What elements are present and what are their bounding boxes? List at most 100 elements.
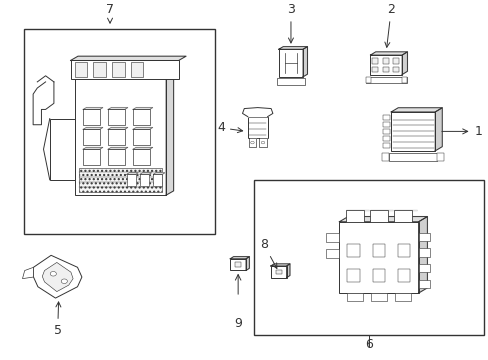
Polygon shape	[22, 267, 33, 279]
Bar	[393, 210, 411, 222]
Polygon shape	[278, 47, 307, 49]
Polygon shape	[166, 68, 173, 195]
Circle shape	[261, 141, 264, 144]
Text: 5: 5	[54, 302, 61, 337]
Bar	[70, 60, 178, 79]
Polygon shape	[140, 173, 151, 174]
Bar	[153, 174, 162, 186]
Bar	[369, 210, 387, 222]
Bar	[346, 210, 363, 222]
Polygon shape	[303, 47, 307, 77]
Bar	[133, 149, 149, 165]
Bar	[383, 136, 389, 141]
Bar	[383, 129, 389, 134]
Bar	[383, 143, 389, 148]
Bar	[275, 270, 281, 274]
Bar	[83, 109, 100, 125]
Bar	[418, 233, 428, 240]
Bar	[366, 77, 370, 83]
Polygon shape	[259, 138, 266, 148]
Bar	[83, 129, 100, 145]
Bar	[394, 293, 410, 301]
Bar	[140, 174, 149, 186]
Bar	[418, 264, 428, 272]
Bar	[382, 58, 388, 63]
Bar	[108, 109, 124, 125]
Polygon shape	[401, 52, 407, 75]
Text: 2: 2	[384, 3, 394, 47]
Bar	[388, 153, 436, 161]
Bar	[366, 77, 406, 83]
Bar	[436, 153, 444, 161]
Text: 3: 3	[286, 3, 294, 43]
Bar	[75, 73, 166, 195]
Polygon shape	[230, 257, 249, 259]
Bar	[390, 112, 434, 151]
Bar	[278, 49, 303, 77]
Circle shape	[61, 279, 67, 284]
Bar	[383, 115, 389, 120]
Polygon shape	[434, 108, 441, 151]
Bar	[418, 280, 428, 288]
Bar	[392, 67, 398, 72]
Polygon shape	[83, 127, 103, 129]
Bar	[347, 244, 359, 257]
Text: 9: 9	[234, 317, 242, 330]
Bar	[83, 149, 100, 165]
Bar	[382, 67, 388, 72]
Bar	[270, 266, 286, 278]
Bar	[382, 153, 388, 161]
Bar	[325, 233, 339, 242]
Polygon shape	[418, 217, 427, 293]
Text: 6: 6	[365, 338, 372, 351]
Polygon shape	[108, 147, 128, 149]
Bar	[347, 269, 359, 282]
Bar	[108, 149, 124, 165]
Bar	[133, 109, 149, 125]
Bar	[93, 62, 105, 77]
Polygon shape	[70, 56, 186, 60]
Bar	[276, 78, 305, 85]
Bar	[339, 222, 418, 293]
Bar	[247, 117, 267, 138]
Bar	[392, 58, 398, 63]
Polygon shape	[153, 173, 164, 174]
Bar	[370, 293, 386, 301]
Bar	[346, 293, 363, 301]
Bar	[401, 77, 407, 83]
Polygon shape	[133, 127, 153, 129]
Polygon shape	[83, 108, 103, 109]
Text: 1: 1	[441, 125, 481, 138]
Polygon shape	[75, 68, 173, 73]
Bar	[372, 269, 385, 282]
Polygon shape	[339, 217, 427, 222]
Bar	[131, 62, 143, 77]
Bar	[108, 129, 124, 145]
Bar	[397, 269, 409, 282]
Polygon shape	[133, 147, 153, 149]
Polygon shape	[83, 147, 103, 149]
Bar	[112, 62, 124, 77]
Polygon shape	[242, 108, 272, 117]
Bar	[371, 67, 378, 72]
Bar	[383, 122, 389, 127]
Polygon shape	[33, 255, 81, 298]
Bar	[254, 180, 483, 335]
Polygon shape	[390, 108, 441, 112]
Text: 4: 4	[217, 121, 242, 134]
Polygon shape	[108, 127, 128, 129]
Bar	[50, 118, 75, 180]
Bar	[235, 262, 241, 267]
Bar	[325, 249, 339, 258]
Polygon shape	[245, 257, 249, 270]
Bar	[371, 58, 378, 63]
Polygon shape	[126, 173, 138, 174]
Text: 8: 8	[260, 238, 276, 269]
Bar	[418, 248, 428, 256]
Polygon shape	[370, 52, 407, 55]
Circle shape	[250, 141, 254, 144]
Polygon shape	[270, 264, 289, 266]
Polygon shape	[286, 264, 289, 278]
Bar	[230, 259, 245, 270]
Bar	[79, 168, 162, 192]
